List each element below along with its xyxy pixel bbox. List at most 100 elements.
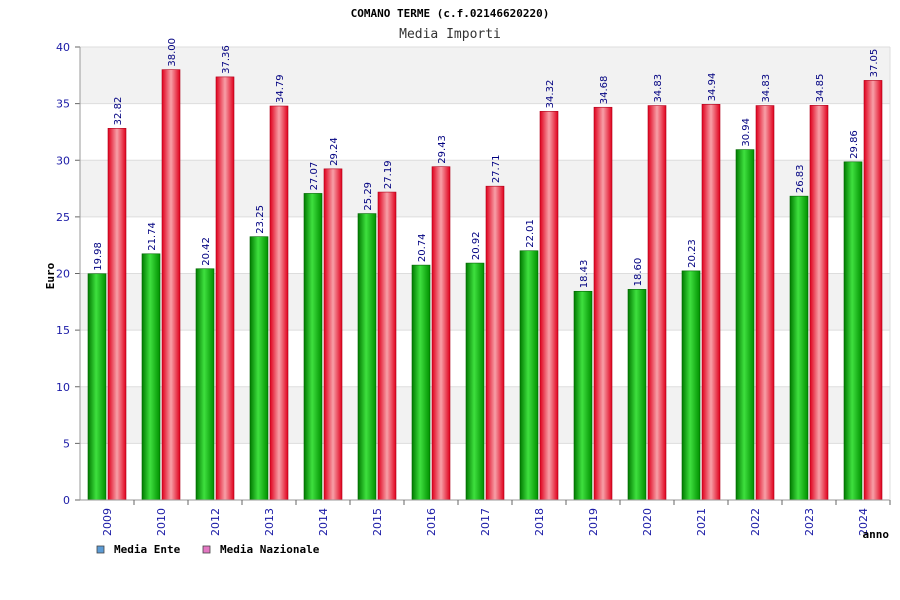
data-label-media-ente: 18.43 bbox=[579, 260, 590, 289]
legend-swatch-media-ente bbox=[96, 545, 105, 554]
y-tick-label: 0 bbox=[63, 494, 70, 507]
bar-media-ente bbox=[681, 270, 701, 501]
data-label-media-nazionale: 34.32 bbox=[545, 80, 556, 109]
data-label-media-nazionale: 34.79 bbox=[275, 74, 286, 103]
x-tick-label: 2022 bbox=[749, 508, 762, 536]
bar-media-ente bbox=[843, 161, 863, 501]
data-label-media-ente: 26.83 bbox=[795, 165, 806, 194]
data-label-media-ente: 19.98 bbox=[93, 242, 104, 271]
y-axis-label: Euro bbox=[44, 262, 57, 289]
bar-media-ente bbox=[735, 149, 755, 501]
bar-media-ente bbox=[87, 273, 107, 501]
grid-band bbox=[80, 273, 890, 331]
chart-title: COMANO TERME (c.f.02146620220) bbox=[351, 7, 550, 20]
x-tick-label: 2015 bbox=[371, 508, 384, 536]
legend-label-media-ente: Media Ente bbox=[114, 543, 181, 556]
y-tick-label: 35 bbox=[56, 98, 70, 111]
data-label-media-ente: 20.42 bbox=[201, 237, 212, 266]
grid-band bbox=[80, 386, 890, 444]
bar-media-ente bbox=[195, 268, 215, 501]
x-tick-label: 2024 bbox=[857, 508, 870, 536]
bar-media-nazionale bbox=[377, 191, 397, 501]
data-label-media-ente: 20.92 bbox=[471, 231, 482, 260]
x-tick-label: 2021 bbox=[695, 508, 708, 536]
bar-media-nazionale bbox=[701, 104, 721, 501]
bar-media-nazionale bbox=[431, 166, 451, 501]
plot-labels: 2009 19.98 32.82 2010 21.74 38.00 2012 20.42 37.… bbox=[93, 38, 880, 536]
bar-media-ente bbox=[465, 262, 485, 501]
y-tick-label: 25 bbox=[56, 211, 70, 224]
legend: Media Ente Media Nazionale bbox=[96, 543, 320, 556]
data-label-media-nazionale: 29.24 bbox=[329, 137, 340, 166]
y-tick-label: 15 bbox=[56, 324, 70, 337]
data-label-media-nazionale: 34.94 bbox=[707, 73, 718, 102]
data-label-media-ente: 27.07 bbox=[309, 162, 320, 191]
data-label-media-nazionale: 34.83 bbox=[761, 74, 772, 103]
data-label-media-nazionale: 37.36 bbox=[221, 45, 232, 74]
bar-media-nazionale bbox=[485, 185, 505, 501]
bar-media-ente bbox=[789, 195, 809, 501]
grid-band bbox=[80, 160, 890, 217]
bar-media-ente bbox=[411, 264, 431, 501]
x-tick-label: 2010 bbox=[155, 508, 168, 536]
bar-media-nazionale bbox=[863, 80, 883, 501]
bar-media-nazionale bbox=[161, 69, 181, 501]
data-label-media-nazionale: 37.05 bbox=[869, 49, 880, 78]
bar-media-ente bbox=[573, 290, 593, 501]
bar-media-nazionale bbox=[215, 76, 235, 501]
data-label-media-nazionale: 34.83 bbox=[653, 74, 664, 103]
chart-subtitle: Media Importi bbox=[399, 27, 501, 42]
data-label-media-ente: 29.86 bbox=[849, 130, 860, 159]
bar-media-nazionale bbox=[647, 105, 667, 501]
data-label-media-nazionale: 32.82 bbox=[113, 97, 124, 126]
data-label-media-nazionale: 34.68 bbox=[599, 76, 610, 105]
bar-media-nazionale bbox=[809, 105, 829, 501]
bar-media-nazionale bbox=[755, 105, 775, 501]
legend-label-media-nazionale: Media Nazionale bbox=[220, 543, 320, 556]
x-tick-label: 2019 bbox=[587, 508, 600, 536]
legend-swatch-media-nazionale bbox=[202, 545, 211, 554]
plot-bars bbox=[87, 69, 883, 501]
bar-media-ente bbox=[141, 253, 161, 501]
plot-axes: 0 5 10 15 20 25 30 35 40 bbox=[56, 41, 891, 507]
y-tick-label: 20 bbox=[56, 268, 70, 281]
x-tick-label: 2020 bbox=[641, 508, 654, 536]
bar-media-nazionale bbox=[593, 106, 613, 501]
x-tick-label: 2016 bbox=[425, 508, 438, 536]
data-label-media-nazionale: 27.19 bbox=[383, 160, 394, 189]
data-label-media-ente: 21.74 bbox=[147, 222, 158, 251]
x-tick-label: 2017 bbox=[479, 508, 492, 536]
y-tick-label: 5 bbox=[63, 437, 70, 450]
data-label-media-nazionale: 27.71 bbox=[491, 155, 502, 184]
bar-media-nazionale bbox=[107, 128, 127, 501]
x-tick-label: 2018 bbox=[533, 508, 546, 536]
bar-media-ente bbox=[303, 193, 323, 501]
data-label-media-ente: 20.74 bbox=[417, 233, 428, 262]
data-label-media-ente: 20.23 bbox=[687, 239, 698, 268]
grid-band bbox=[80, 47, 890, 104]
data-label-media-ente: 22.01 bbox=[525, 219, 536, 248]
data-label-media-ente: 18.60 bbox=[633, 258, 644, 287]
data-label-media-ente: 30.94 bbox=[741, 118, 752, 147]
x-tick-label: 2012 bbox=[209, 508, 222, 536]
y-tick-label: 10 bbox=[56, 381, 70, 394]
data-label-media-nazionale: 34.85 bbox=[815, 74, 826, 103]
x-axis-label: anno bbox=[863, 528, 890, 541]
data-label-media-ente: 23.25 bbox=[255, 205, 266, 234]
bar-media-ente bbox=[519, 250, 539, 501]
bar-media-ente bbox=[249, 236, 269, 501]
x-tick-label: 2023 bbox=[803, 508, 816, 536]
data-label-media-nazionale: 38.00 bbox=[167, 38, 178, 67]
bar-media-ente bbox=[357, 213, 377, 501]
plot-grid bbox=[80, 46, 890, 501]
data-label-media-nazionale: 29.43 bbox=[437, 135, 448, 164]
x-tick-label: 2013 bbox=[263, 508, 276, 536]
data-label-media-ente: 25.29 bbox=[363, 182, 374, 211]
bar-media-nazionale bbox=[539, 111, 559, 501]
x-tick-label: 2009 bbox=[101, 508, 114, 536]
y-tick-label: 40 bbox=[56, 41, 70, 54]
x-tick-label: 2014 bbox=[317, 508, 330, 536]
bar-media-nazionale bbox=[269, 105, 289, 501]
